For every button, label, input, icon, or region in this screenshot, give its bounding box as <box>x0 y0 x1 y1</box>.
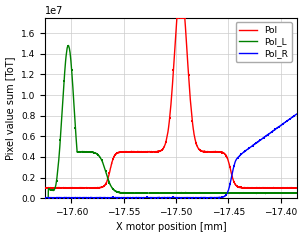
Pol_R <box>43 196 47 199</box>
Line: Pol: Pol <box>45 17 296 188</box>
Pol_R <box>102 197 106 199</box>
Pol_L <box>67 44 70 47</box>
Pol_L <box>56 166 60 169</box>
Pol_R <box>56 196 60 199</box>
Pol <box>242 186 245 189</box>
Pol <box>288 186 291 189</box>
Legend: Pol, Pol_L, Pol_R: Pol, Pol_L, Pol_R <box>236 22 292 62</box>
Pol_R <box>166 196 169 199</box>
Pol_R <box>288 118 291 121</box>
Pol_L <box>287 192 291 194</box>
Pol <box>159 149 163 152</box>
Pol_R <box>241 151 245 154</box>
Pol <box>56 187 60 189</box>
Pol_L <box>43 197 47 200</box>
Pol <box>295 187 298 189</box>
Pol_R <box>159 196 163 199</box>
Pol_R <box>295 113 298 115</box>
Pol <box>288 187 291 189</box>
Line: Pol_R: Pol_R <box>45 114 296 198</box>
Line: Pol_L: Pol_L <box>45 45 296 198</box>
Pol_L <box>288 192 291 194</box>
Pol_R <box>287 118 291 121</box>
Pol_L <box>295 192 298 194</box>
Y-axis label: Pixel value sum [ToT]: Pixel value sum [ToT] <box>5 56 16 160</box>
Pol <box>43 186 47 189</box>
Pol <box>176 16 180 19</box>
Pol <box>78 187 81 190</box>
Pol <box>166 133 169 135</box>
Pol_L <box>241 192 245 194</box>
Pol_L <box>159 191 163 194</box>
X-axis label: X motor position [mm]: X motor position [mm] <box>116 223 226 233</box>
Pol_L <box>166 192 169 194</box>
